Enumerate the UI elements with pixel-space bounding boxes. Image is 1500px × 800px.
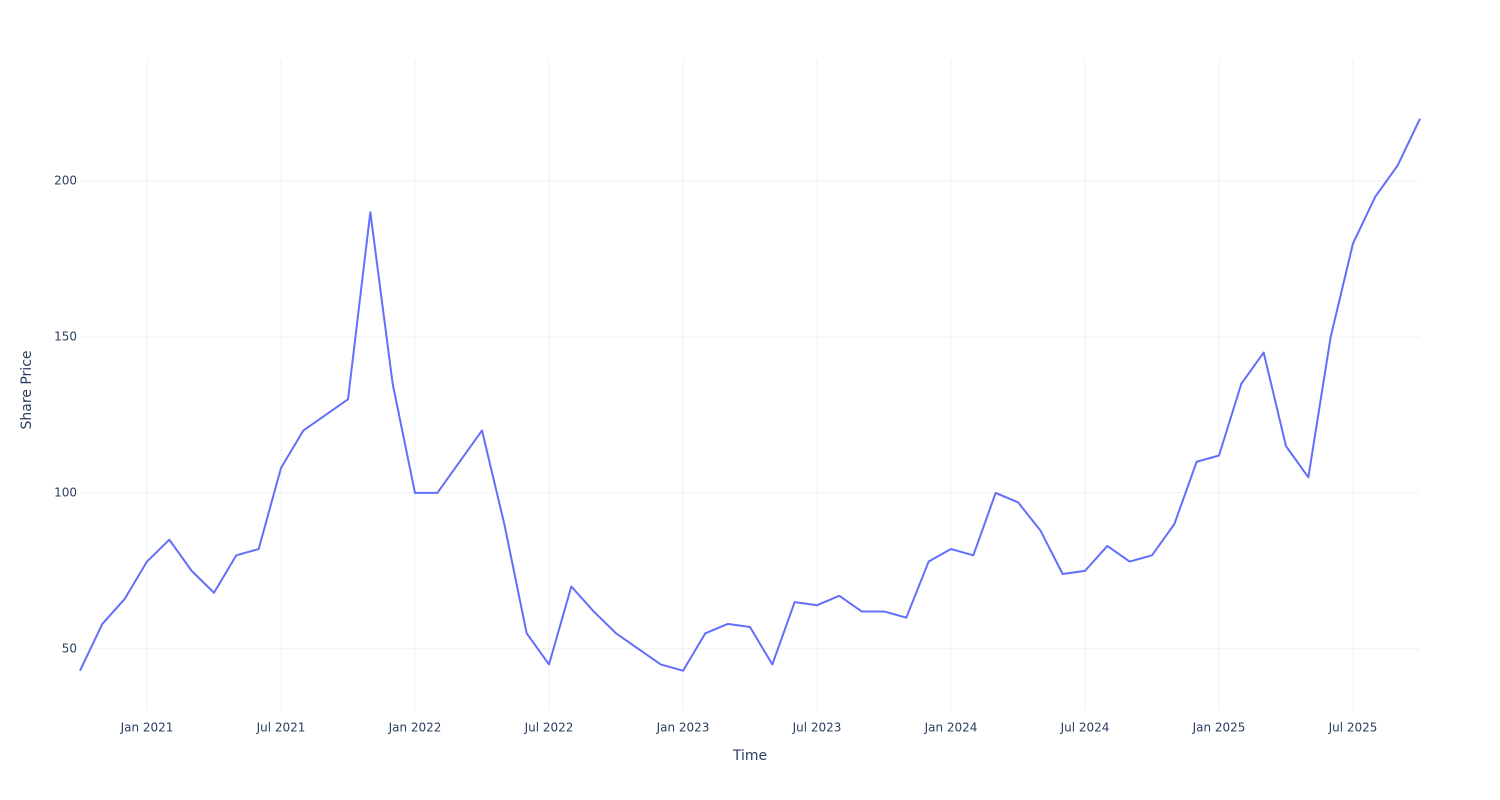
x-tick-label: Jul 2025 (1328, 721, 1378, 735)
x-tick-label: Jul 2023 (792, 721, 842, 735)
y-tick-label: 200 (54, 174, 77, 188)
x-tick-label: Jan 2022 (388, 721, 442, 735)
price-line (79, 118, 1421, 672)
x-axis-title: Time (732, 748, 767, 764)
y-axis-title: Share Price (19, 350, 35, 429)
x-tick-label: Jul 2022 (524, 721, 574, 735)
x-tick-label: Jan 2025 (1192, 721, 1246, 735)
x-tick-label: Jul 2024 (1060, 721, 1110, 735)
x-tick-label: Jul 2021 (256, 721, 306, 735)
x-tick-label: Jan 2024 (924, 721, 978, 735)
y-tick-label: 50 (62, 641, 77, 655)
y-tick-label: 150 (54, 329, 77, 343)
x-tick-label: Jan 2021 (120, 721, 174, 735)
y-tick-label: 100 (54, 485, 77, 499)
x-tick-label: Jan 2023 (656, 721, 710, 735)
